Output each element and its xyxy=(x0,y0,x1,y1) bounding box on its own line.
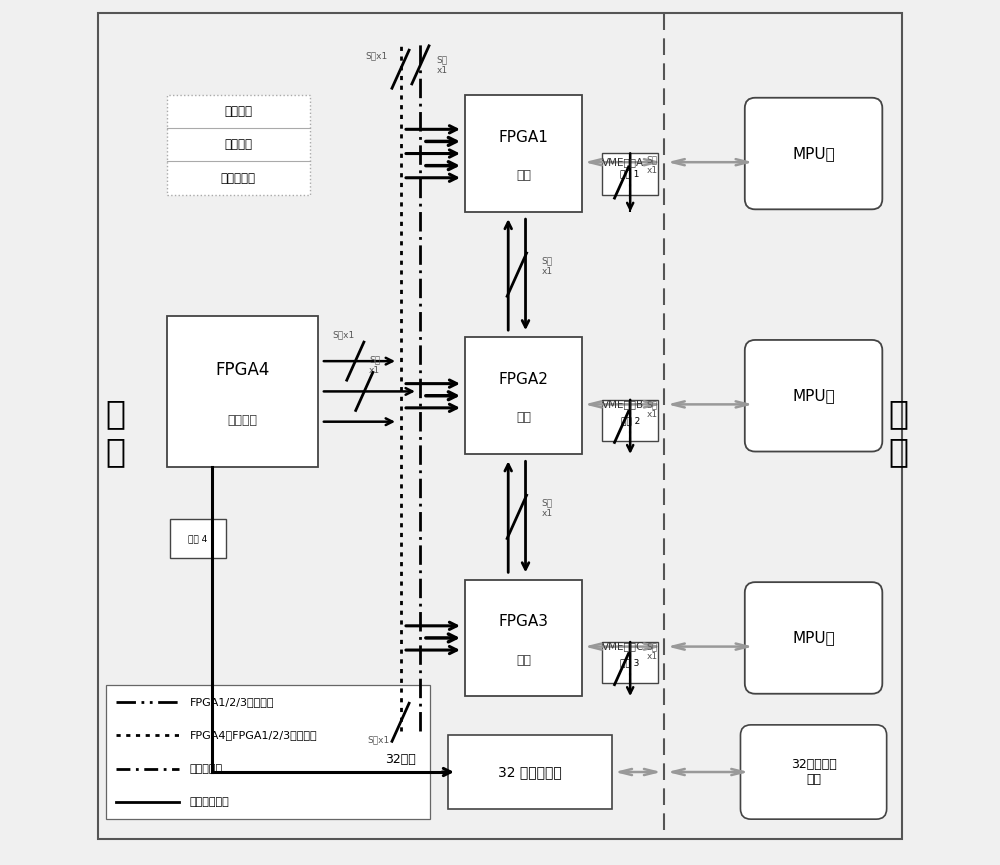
Text: 采集: 采集 xyxy=(516,170,531,183)
Text: 热插拔管理: 热插拔管理 xyxy=(221,171,256,184)
FancyBboxPatch shape xyxy=(602,642,658,683)
Text: MPU板: MPU板 xyxy=(792,388,835,403)
FancyBboxPatch shape xyxy=(167,95,310,195)
Text: 采集控制: 采集控制 xyxy=(228,413,258,426)
Text: MPU板: MPU板 xyxy=(792,146,835,161)
FancyBboxPatch shape xyxy=(745,98,882,209)
Text: S线
x1: S线 x1 xyxy=(369,356,380,375)
FancyBboxPatch shape xyxy=(602,153,658,195)
FancyBboxPatch shape xyxy=(602,400,658,441)
Text: FPGA4与FPGA1/2/3之间通信: FPGA4与FPGA1/2/3之间通信 xyxy=(189,730,317,740)
Text: MPU板: MPU板 xyxy=(792,631,835,645)
Text: FPGA4: FPGA4 xyxy=(215,362,270,379)
Text: S线
x1: S线 x1 xyxy=(542,498,553,518)
Text: 32对继电器
触点: 32对继电器 触点 xyxy=(791,758,836,786)
Text: FPGA1: FPGA1 xyxy=(499,130,549,144)
FancyBboxPatch shape xyxy=(170,519,226,558)
Text: 电源 2: 电源 2 xyxy=(621,416,640,425)
Text: FPGA1/2/3之间通信: FPGA1/2/3之间通信 xyxy=(189,697,274,707)
Text: S线x1: S线x1 xyxy=(332,330,354,340)
Text: 电源 4: 电源 4 xyxy=(188,534,207,543)
Text: S线
x1: S线 x1 xyxy=(542,256,553,276)
Text: FPGA2: FPGA2 xyxy=(499,372,549,387)
Text: S线
x1: S线 x1 xyxy=(436,55,448,74)
Text: 板
内: 板 内 xyxy=(105,397,125,468)
Text: 温控管理: 温控管理 xyxy=(224,138,252,151)
FancyBboxPatch shape xyxy=(98,13,902,839)
Text: 电源 1: 电源 1 xyxy=(620,170,640,178)
Text: S线
x1: S线 x1 xyxy=(646,400,657,420)
Text: FPGA3: FPGA3 xyxy=(499,614,549,629)
FancyBboxPatch shape xyxy=(745,582,882,694)
Text: 电源 3: 电源 3 xyxy=(620,658,640,667)
Text: 采集开关量: 采集开关量 xyxy=(189,764,223,774)
Text: 采集: 采集 xyxy=(516,654,531,667)
Text: 电源管理: 电源管理 xyxy=(224,106,252,119)
FancyBboxPatch shape xyxy=(465,95,582,212)
FancyBboxPatch shape xyxy=(745,340,882,452)
FancyBboxPatch shape xyxy=(167,316,318,467)
Text: 采集控制信号: 采集控制信号 xyxy=(189,798,229,807)
FancyBboxPatch shape xyxy=(106,685,430,819)
Text: VME总线B: VME总线B xyxy=(602,400,644,409)
Text: 板
外: 板 外 xyxy=(888,397,908,468)
FancyBboxPatch shape xyxy=(448,735,612,809)
Text: S线x1: S线x1 xyxy=(365,52,387,61)
Text: S线
x1: S线 x1 xyxy=(646,642,657,662)
Text: 32通道: 32通道 xyxy=(385,753,416,766)
Text: 32 路采集电路: 32 路采集电路 xyxy=(498,765,562,779)
Text: VME总线C: VME总线C xyxy=(602,642,644,651)
FancyBboxPatch shape xyxy=(740,725,887,819)
Text: S线x1: S线x1 xyxy=(368,735,390,744)
Text: 采集: 采集 xyxy=(516,412,531,425)
Text: VME总线A: VME总线A xyxy=(602,157,644,167)
Text: S线
x1: S线 x1 xyxy=(646,156,657,175)
FancyBboxPatch shape xyxy=(465,337,582,454)
FancyBboxPatch shape xyxy=(465,580,582,696)
